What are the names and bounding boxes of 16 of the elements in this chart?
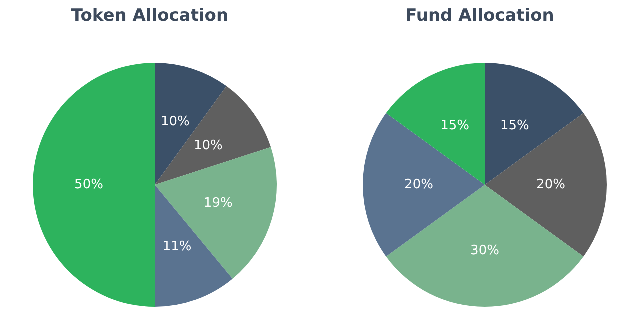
pie-slice — [33, 63, 155, 307]
data-label: 15% — [440, 118, 470, 134]
data-label: 20% — [536, 178, 566, 192]
chart-title: Fund Allocation — [404, 6, 556, 26]
pie-slice — [155, 86, 272, 185]
data-label: 10% — [160, 114, 190, 130]
data-label: 10% — [194, 138, 223, 154]
chart-title: Token Allocation — [70, 6, 230, 26]
pie-slice — [155, 63, 227, 185]
data-label: 20% — [404, 178, 434, 192]
data-label: 15% — [500, 118, 530, 134]
pie-slice — [155, 185, 233, 307]
data-label: 30% — [470, 244, 500, 258]
data-label: 50% — [74, 178, 104, 192]
data-label: 11% — [162, 240, 192, 255]
data-label: 19% — [204, 196, 233, 211]
